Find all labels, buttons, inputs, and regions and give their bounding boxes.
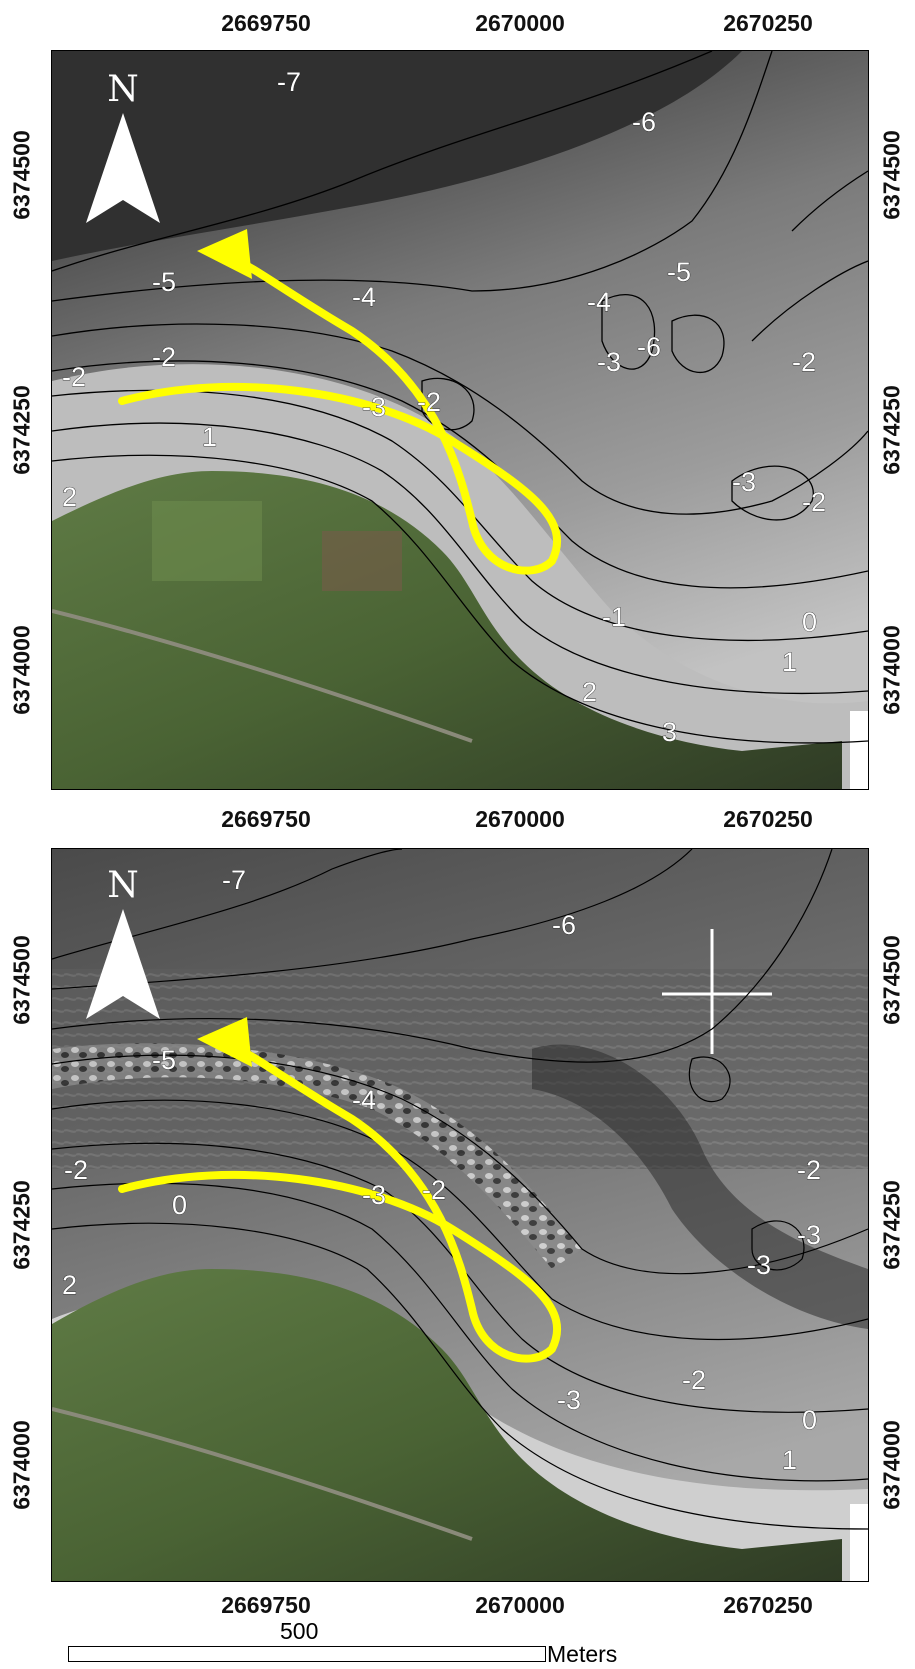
contour-lines	[52, 51, 868, 744]
x-tick-mid-3: 2670250	[723, 806, 813, 832]
map-panel-bottom: -7 -6 -5 -4 -2 0 -3 -2 -3 -3 -2 -3 -2 0 …	[51, 848, 869, 1582]
contour-label: 2	[62, 482, 77, 512]
contour-label: -2	[802, 487, 826, 517]
field-1	[152, 501, 262, 581]
y-tick-bot-right-2: 6374250	[878, 1180, 905, 1270]
road	[52, 609, 473, 743]
contour-label: -3	[732, 467, 756, 497]
sonar-artifact	[662, 929, 772, 1054]
contour-label: -7	[277, 67, 301, 97]
north-label: N	[107, 69, 139, 110]
contour-label: -7	[222, 865, 246, 895]
contour-labels-bottom: -7 -6 -5 -4 -2 0 -3 -2 -3 -3 -2 -3 -2 0 …	[62, 865, 822, 1476]
y-tick-top-right-2: 6374250	[878, 385, 905, 475]
contour-label: 3	[662, 717, 677, 747]
arrow-head-bottom	[197, 1017, 252, 1067]
flow-path-arrow-bottom	[118, 1045, 561, 1363]
land-area	[52, 1269, 842, 1581]
north-label: N	[107, 865, 139, 906]
contour-label: -5	[152, 1045, 176, 1075]
field-2	[322, 531, 402, 591]
x-tick-mid-2: 2670000	[475, 806, 565, 832]
road	[52, 1407, 473, 1541]
map-panel-top: -7 -6 -5 -5 -4 -4 -3 -2 -2 -2 -3 -2 -1 0…	[51, 50, 869, 790]
contour-label: -3	[362, 392, 386, 422]
contour-label: 1	[782, 1445, 797, 1475]
y-tick-top-right-3: 6374000	[878, 625, 905, 715]
contour-label: -2	[64, 1155, 88, 1185]
north-arrow-icon	[86, 909, 160, 1019]
contour-label: 0	[802, 1405, 817, 1435]
contour-label: -4	[352, 282, 376, 312]
no-data-strip	[850, 711, 868, 789]
contour-label: 1	[202, 422, 217, 452]
x-tick-bottom-3: 2670250	[723, 1592, 813, 1618]
y-tick-top-left-1: 6374500	[8, 130, 35, 220]
contour-label: -2	[682, 1365, 706, 1395]
map-bottom-svg: -7 -6 -5 -4 -2 0 -3 -2 -3 -3 -2 -3 -2 0 …	[52, 849, 868, 1581]
x-tick-top-2: 2670000	[475, 10, 565, 36]
north-arrow-bottom: N	[82, 868, 164, 1029]
contour-label: -3	[362, 1180, 386, 1210]
reef-texture	[52, 1043, 582, 1269]
no-data-strip	[850, 1504, 868, 1581]
contour-label: -2	[797, 1155, 821, 1185]
x-tick-bottom-1: 2669750	[221, 1592, 311, 1618]
y-tick-top-left-2: 6374250	[8, 385, 35, 475]
contour-label: -2	[152, 342, 176, 372]
contour-label: -3	[747, 1250, 771, 1280]
contour-label: -4	[352, 1085, 376, 1115]
contour-label: -5	[152, 267, 176, 297]
contour-labels-top: -7 -6 -5 -5 -4 -4 -3 -2 -2 -2 -3 -2 -1 0…	[62, 67, 827, 748]
north-arrow-icon	[86, 113, 160, 223]
x-tick-mid-1: 2669750	[221, 806, 311, 832]
contour-label: -2	[792, 347, 816, 377]
x-tick-top-3: 2670250	[723, 10, 813, 36]
contour-label: -2	[417, 387, 441, 417]
y-tick-bot-right-1: 6374500	[878, 935, 905, 1025]
contour-label: -6	[637, 332, 661, 362]
contour-label: 2	[62, 1270, 77, 1300]
y-tick-bot-left-2: 6374250	[8, 1180, 35, 1270]
contour-label: -1	[602, 602, 626, 632]
arrow-head-top	[197, 229, 252, 279]
x-tick-bottom-2: 2670000	[475, 1592, 565, 1618]
deep-water-zone	[52, 51, 742, 261]
contour-label: -5	[667, 257, 691, 287]
contour-label: -2	[62, 362, 86, 392]
contour-label: -6	[552, 910, 576, 940]
y-tick-top-right-1: 6374500	[878, 130, 905, 220]
contour-label: -3	[797, 1220, 821, 1250]
dark-seabed-feature	[532, 1044, 868, 1329]
contour-label: 0	[172, 1190, 187, 1220]
contour-label: -3	[557, 1385, 581, 1415]
y-tick-bot-left-1: 6374500	[8, 935, 35, 1025]
contour-label: -2	[422, 1175, 446, 1205]
contour-label: -4	[587, 287, 611, 317]
contour-label: 1	[782, 647, 797, 677]
y-tick-top-left-3: 6374000	[8, 625, 35, 715]
y-tick-bot-left-3: 6374000	[8, 1420, 35, 1510]
y-tick-bot-right-3: 6374000	[878, 1420, 905, 1510]
scale-bar	[68, 1646, 546, 1662]
map-top-svg: -7 -6 -5 -5 -4 -4 -3 -2 -2 -2 -3 -2 -1 0…	[52, 51, 868, 789]
contour-label: 2	[582, 677, 597, 707]
north-arrow-top: N	[82, 72, 164, 233]
contour-label: 0	[802, 607, 817, 637]
contour-label: -6	[632, 107, 656, 137]
flow-path-arrow-top	[118, 257, 561, 575]
scale-bar-unit: Meters	[547, 1641, 618, 1667]
scale-bar-value: 500	[280, 1618, 319, 1644]
x-tick-top-1: 2669750	[221, 10, 311, 36]
contour-label: -3	[597, 347, 621, 377]
